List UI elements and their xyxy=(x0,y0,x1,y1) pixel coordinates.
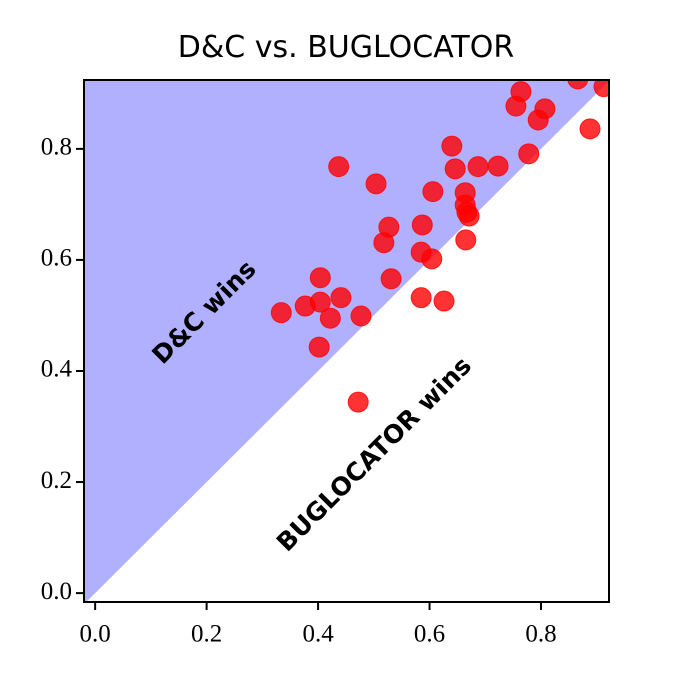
point xyxy=(458,205,480,227)
point xyxy=(467,156,489,178)
y-tick-label: 0.4 xyxy=(41,356,73,383)
point xyxy=(350,305,372,327)
point xyxy=(579,118,601,140)
y-tick-label: 0.8 xyxy=(41,134,72,161)
point xyxy=(593,80,609,98)
point xyxy=(422,181,444,203)
point xyxy=(270,302,292,324)
point xyxy=(421,248,443,270)
point xyxy=(328,156,350,178)
point xyxy=(444,158,466,180)
chart-title: D&C vs. BUGLOCATOR xyxy=(178,30,514,65)
point xyxy=(373,232,395,254)
point xyxy=(365,173,387,195)
point xyxy=(319,307,341,329)
point xyxy=(411,214,433,236)
point xyxy=(308,336,330,358)
point xyxy=(410,287,432,309)
point xyxy=(380,268,402,290)
point xyxy=(441,135,463,157)
point xyxy=(510,81,532,103)
x-tick-label: 0.6 xyxy=(414,621,445,648)
point xyxy=(309,291,331,313)
y-tick-label: 0.6 xyxy=(41,245,72,272)
y-tick-label: 0.0 xyxy=(41,578,72,605)
point xyxy=(330,287,352,309)
plot-area xyxy=(84,80,609,602)
point xyxy=(518,143,540,165)
x-tick-label: 0.8 xyxy=(525,621,556,648)
y-tick-label: 0.2 xyxy=(41,467,72,494)
point xyxy=(309,267,331,289)
point xyxy=(527,109,549,131)
x-tick-label: 0.0 xyxy=(80,621,111,648)
point xyxy=(433,290,455,312)
point xyxy=(567,80,589,90)
x-tick-label: 0.2 xyxy=(191,621,222,648)
point xyxy=(347,391,369,413)
axes-frame xyxy=(83,79,610,603)
point xyxy=(487,155,509,177)
point xyxy=(455,229,477,251)
x-tick-label: 0.4 xyxy=(302,621,334,648)
